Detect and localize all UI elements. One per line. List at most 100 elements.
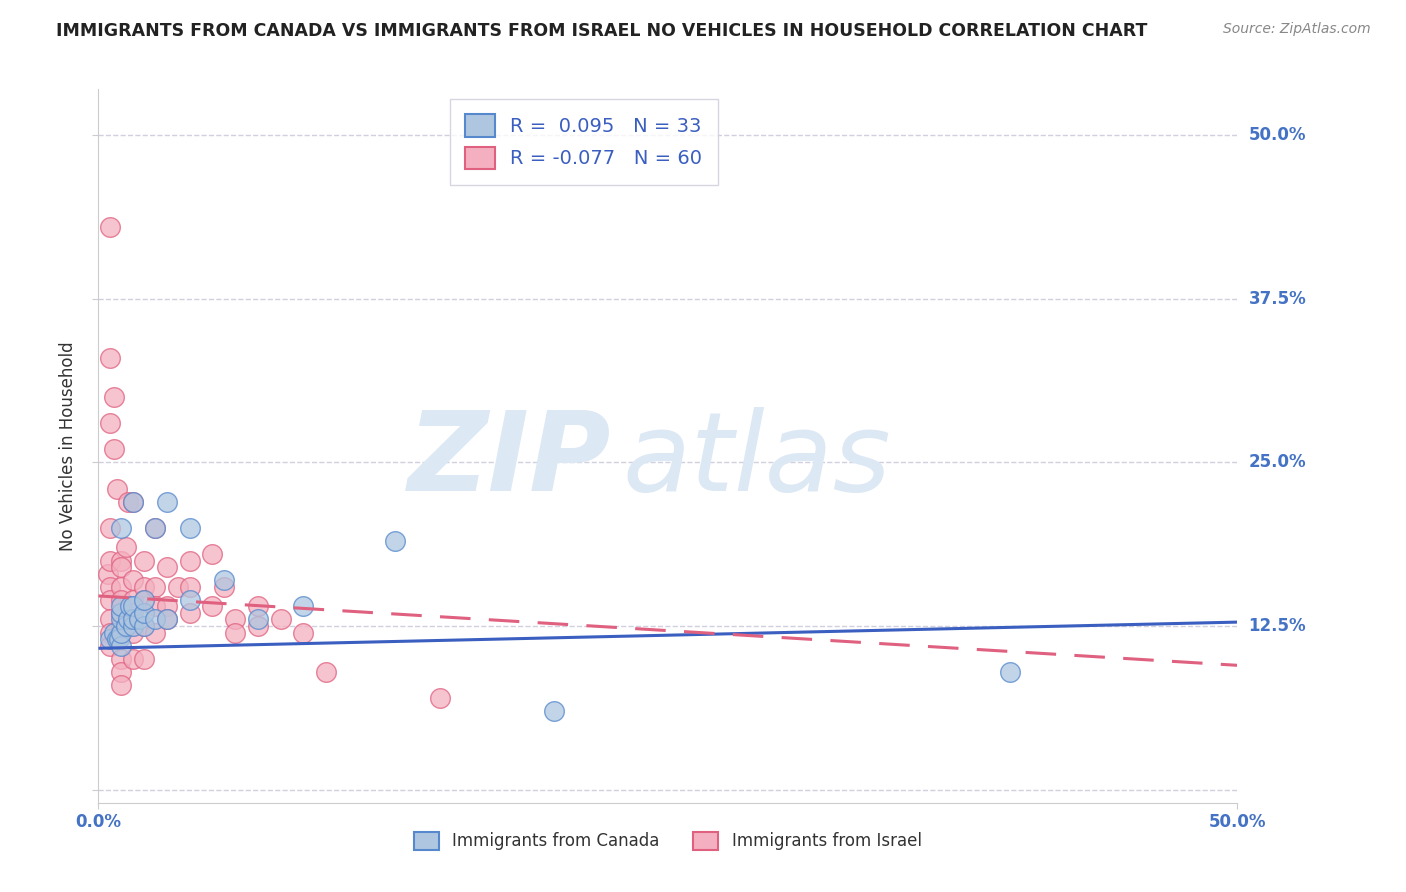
Point [145,612,167,626]
Point [132,592,155,607]
Point [156,599,179,614]
Point [117,612,139,626]
Point [132,619,155,633]
Text: 50.0%: 50.0% [1249,126,1306,144]
Point [179,580,201,594]
Point [98,351,121,365]
Point [98,553,121,567]
Point [121,494,143,508]
Point [98,592,121,607]
Point [110,665,132,679]
Point [117,494,139,508]
Point [132,580,155,594]
Point [179,606,201,620]
Text: ZIP: ZIP [408,407,612,514]
Point [110,606,132,620]
Point [98,580,121,594]
Point [224,625,246,640]
Point [103,625,125,640]
Point [179,592,201,607]
Point [224,612,246,626]
Point [156,612,179,626]
Point [114,541,136,555]
Point [98,632,121,647]
Text: Source: ZipAtlas.com: Source: ZipAtlas.com [1223,22,1371,37]
Point [110,553,132,567]
Point [128,612,150,626]
Point [145,599,167,614]
Point [201,547,224,561]
Point [110,612,132,626]
Point [110,580,132,594]
Point [121,494,143,508]
Point [156,560,179,574]
Point [110,599,132,614]
Point [105,632,128,647]
Point [121,619,143,633]
Point [110,606,132,620]
Point [201,599,224,614]
Point [96,566,118,581]
Point [179,521,201,535]
Point [103,390,125,404]
Legend: Immigrants from Canada, Immigrants from Israel: Immigrants from Canada, Immigrants from … [406,823,929,859]
Point [156,494,179,508]
Point [98,219,121,234]
Text: 37.5%: 37.5% [1249,290,1306,308]
Point [292,599,315,614]
Point [212,580,235,594]
Point [315,665,337,679]
Point [132,619,155,633]
Point [145,625,167,640]
Point [98,639,121,653]
Point [110,560,132,574]
Text: 25.0%: 25.0% [1249,453,1306,471]
Point [292,625,315,640]
Point [121,619,143,633]
Point [120,599,142,614]
Point [384,533,406,548]
Point [121,625,143,640]
Point [429,691,451,706]
Point [543,704,565,718]
Point [121,652,143,666]
Point [110,521,132,535]
Point [145,521,167,535]
Point [98,416,121,430]
Point [110,625,132,640]
Y-axis label: No Vehicles in Household: No Vehicles in Household [59,341,77,551]
Point [121,606,143,620]
Point [270,612,292,626]
Point [156,612,179,626]
Point [132,606,155,620]
Point [110,639,132,653]
Point [98,625,121,640]
Point [246,612,269,626]
Point [98,612,121,626]
Text: 12.5%: 12.5% [1249,617,1306,635]
Point [246,599,269,614]
Point [108,632,131,647]
Point [110,678,132,692]
Text: atlas: atlas [623,407,891,514]
Point [103,442,125,457]
Text: IMMIGRANTS FROM CANADA VS IMMIGRANTS FROM ISRAEL NO VEHICLES IN HOUSEHOLD CORREL: IMMIGRANTS FROM CANADA VS IMMIGRANTS FRO… [56,22,1147,40]
Point [145,521,167,535]
Point [114,619,136,633]
Point [145,580,167,594]
Point [132,592,155,607]
Point [98,521,121,535]
Point [121,599,143,614]
Point [110,652,132,666]
Point [105,482,128,496]
Point [121,592,143,607]
Point [998,665,1021,679]
Point [167,580,190,594]
Point [121,573,143,587]
Point [212,573,235,587]
Point [110,619,132,633]
Point [110,625,132,640]
Point [246,619,269,633]
Point [179,553,201,567]
Point [110,592,132,607]
